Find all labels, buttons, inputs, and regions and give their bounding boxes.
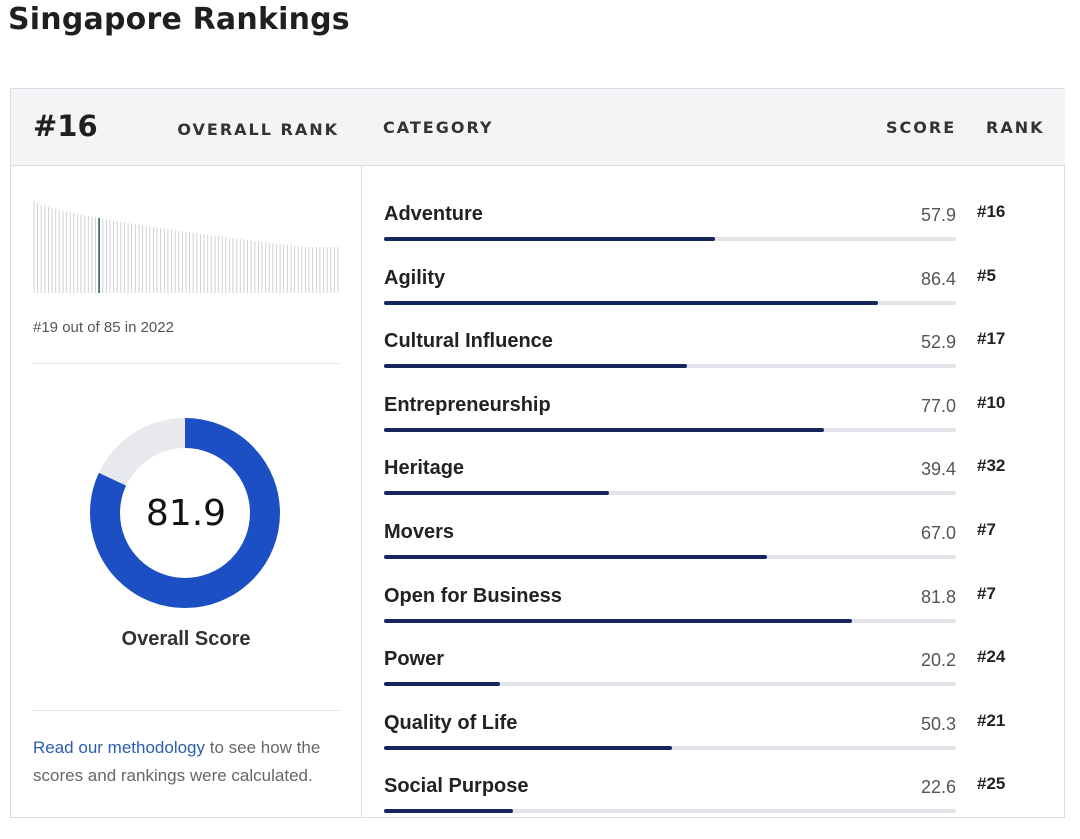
category-name: Agility [384, 266, 446, 289]
category-rank: #7 [977, 583, 996, 603]
methodology-text: to see how the scores and rankings were … [33, 738, 321, 785]
score-bar-fill [384, 745, 672, 750]
category-row: Heritage 39.4 #32 [384, 456, 1064, 521]
score-bar-track [384, 555, 956, 559]
category-score: 39.4 [920, 459, 956, 480]
category-name: Cultural Influence [384, 330, 553, 353]
score-bar-fill [384, 427, 825, 432]
score-bar-fill [384, 682, 500, 687]
score-bar-fill [384, 618, 852, 623]
category-name: Open for Business [384, 584, 562, 607]
category-row: Agility 86.4 #5 [384, 265, 1064, 331]
score-bar-fill [384, 809, 514, 814]
overall-column: #16 OVERALL RANK #19 out of 85 in 2022 8… [11, 89, 362, 817]
category-name: Heritage [384, 457, 465, 480]
category-score: 67.0 [920, 523, 956, 543]
score-bar-track [384, 364, 956, 369]
category-rank: #10 [977, 392, 1006, 412]
category-score: 52.9 [920, 332, 956, 353]
divider [33, 363, 339, 364]
category-name: Adventure [384, 203, 483, 225]
category-rank: #17 [977, 329, 1006, 349]
score-bar-track [384, 237, 956, 241]
category-rank: #21 [977, 710, 1006, 730]
methodology-link[interactable]: Read our methodology [33, 738, 206, 757]
category-name: Power [384, 648, 445, 671]
overall-score-donut [90, 418, 280, 608]
category-table-header: CATEGORY SCORE RANK [361, 89, 1065, 166]
category-score: 81.8 [920, 586, 956, 607]
methodology-note: Read our methodology to see how the scor… [33, 734, 333, 790]
column-header-category: CATEGORY [383, 118, 494, 137]
divider [33, 710, 339, 711]
category-score: 86.4 [920, 268, 956, 289]
category-row: Social Purpose 22.6 #25 [384, 774, 1064, 839]
category-name: Entrepreneurship [384, 393, 551, 416]
category-score: 77.0 [920, 395, 956, 416]
rankings-panel: #16 OVERALL RANK #19 out of 85 in 2022 8… [10, 88, 1065, 818]
score-bar-fill [384, 364, 687, 369]
score-bar-fill [384, 237, 716, 241]
category-rank: #7 [977, 520, 996, 539]
rank-history-sparkline [33, 201, 339, 293]
rank-history-caption: #19 out of 85 in 2022 [33, 319, 174, 336]
score-bar-fill [384, 491, 610, 496]
overall-rank-label: OVERALL RANK [177, 120, 339, 139]
category-name: Quality of Life [384, 711, 518, 734]
score-bar-track [384, 809, 956, 814]
page-title: Singapore Rankings [8, 2, 350, 37]
score-bar-track [384, 300, 956, 305]
category-score: 57.9 [920, 205, 956, 225]
category-row: Entrepreneurship 77.0 #10 [384, 392, 1064, 458]
category-row: Power 20.2 #24 [384, 647, 1064, 712]
category-score: 20.2 [920, 650, 956, 671]
column-header-score: SCORE [886, 118, 957, 137]
score-bar-track [384, 427, 956, 432]
overall-score-label: Overall Score [121, 628, 251, 650]
category-row: Open for Business 81.8 #7 [384, 583, 1064, 649]
category-row: Quality of Life 50.3 #21 [384, 710, 1064, 776]
score-bar-track [384, 745, 956, 750]
category-name: Social Purpose [384, 775, 529, 798]
score-bar-fill [384, 555, 768, 559]
score-bar-track [384, 618, 956, 623]
overall-score-value: 81.9 [145, 493, 227, 534]
category-row: Movers 67.0 #7 [384, 520, 1064, 585]
overall-rank-number: #16 [33, 109, 98, 143]
category-name: Movers [384, 521, 455, 543]
overall-header: #16 OVERALL RANK [11, 89, 361, 166]
category-rank: #24 [977, 647, 1006, 667]
category-score: 50.3 [920, 713, 956, 734]
category-row: Adventure 57.9 #16 [384, 202, 1064, 267]
category-rank: #5 [977, 265, 996, 285]
score-bar-fill [384, 300, 879, 305]
score-bar-track [384, 682, 956, 687]
score-bar-track [384, 491, 956, 496]
column-header-rank: RANK [986, 118, 1045, 137]
category-rank: #32 [977, 456, 1006, 476]
category-score: 22.6 [920, 777, 956, 798]
donut-fill [90, 418, 280, 608]
category-rank: #25 [977, 774, 1006, 794]
category-row: Cultural Influence 52.9 #17 [384, 329, 1064, 394]
category-rank: #16 [977, 202, 1006, 221]
